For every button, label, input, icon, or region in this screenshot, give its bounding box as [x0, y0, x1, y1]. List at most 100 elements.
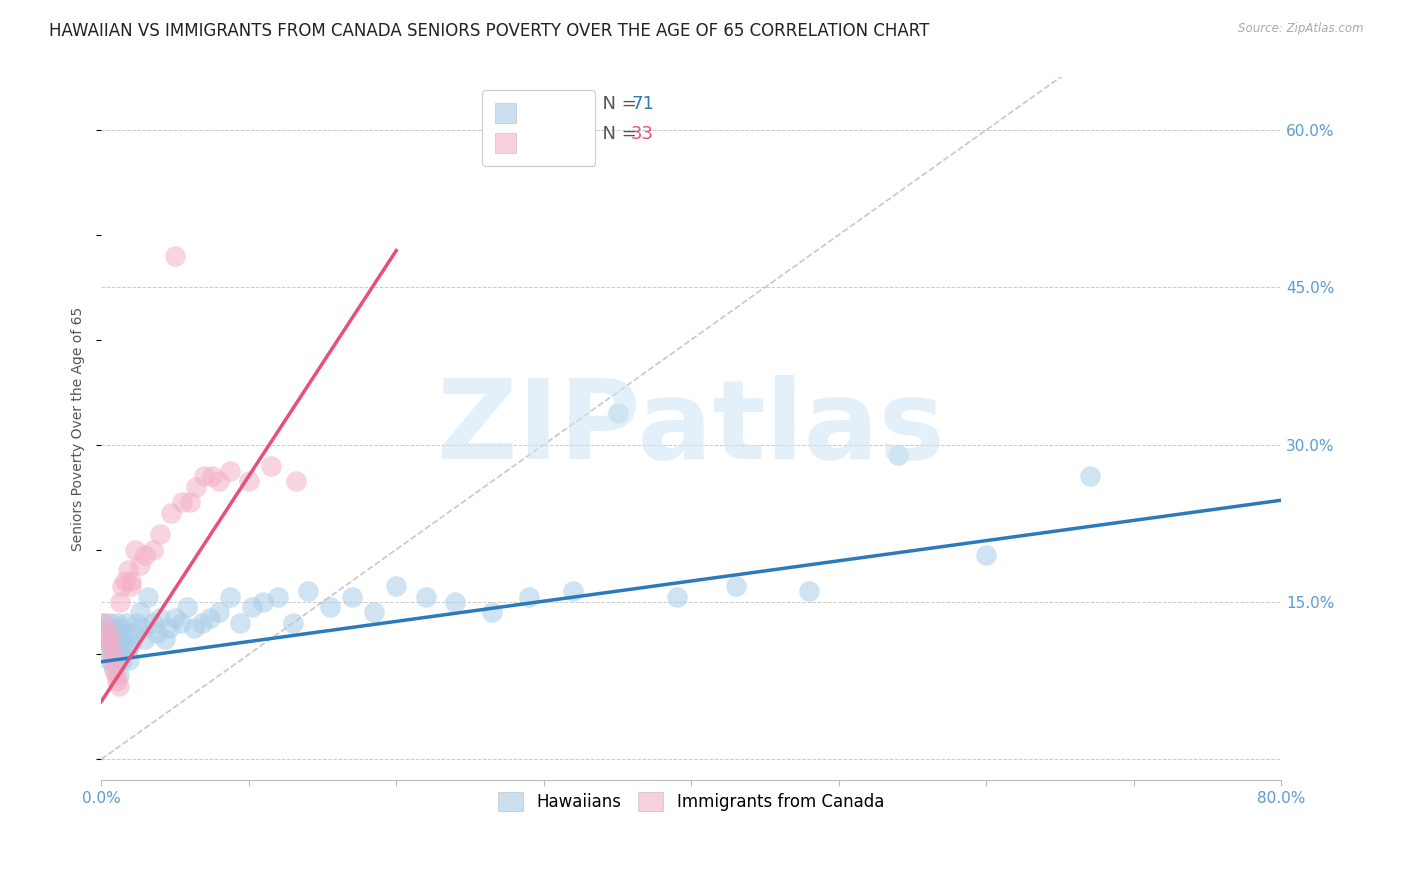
- Point: [157, 621, 180, 635]
- Point: [284, 475, 307, 489]
- Point: [97, 626, 120, 640]
- Point: [107, 615, 129, 630]
- Point: [117, 642, 139, 657]
- Point: [128, 558, 150, 573]
- Text: N =: N =: [591, 95, 643, 113]
- Point: [100, 632, 122, 646]
- Point: [172, 495, 194, 509]
- Point: [606, 406, 628, 420]
- Point: [101, 653, 124, 667]
- Point: [218, 464, 240, 478]
- Point: [138, 590, 160, 604]
- Point: [110, 595, 132, 609]
- Point: [111, 653, 134, 667]
- Text: R =: R =: [509, 95, 547, 113]
- Point: [208, 475, 231, 489]
- Point: [115, 615, 138, 630]
- Point: [107, 653, 129, 667]
- Point: [163, 610, 186, 624]
- Point: [176, 600, 198, 615]
- Point: [125, 615, 148, 630]
- Point: [134, 632, 156, 646]
- Point: [517, 590, 540, 604]
- Text: 0.353: 0.353: [538, 95, 591, 113]
- Point: [218, 590, 240, 604]
- Point: [114, 632, 136, 646]
- Point: [340, 590, 363, 604]
- Point: [200, 610, 222, 624]
- Point: [110, 648, 132, 662]
- Point: [159, 506, 181, 520]
- Point: [193, 469, 215, 483]
- Point: [112, 626, 135, 640]
- Y-axis label: Seniors Poverty Over the Age of 65: Seniors Poverty Over the Age of 65: [72, 307, 86, 551]
- Point: [98, 615, 121, 630]
- Point: [724, 579, 747, 593]
- Point: [799, 584, 821, 599]
- Text: R =: R =: [509, 125, 547, 144]
- Point: [238, 475, 260, 489]
- Point: [98, 637, 121, 651]
- Point: [120, 579, 142, 593]
- Point: [108, 668, 131, 682]
- Point: [107, 673, 129, 688]
- Point: [110, 621, 132, 635]
- Point: [122, 626, 145, 640]
- Point: [229, 615, 252, 630]
- Point: [103, 626, 125, 640]
- Point: [117, 564, 139, 578]
- Point: [260, 458, 283, 473]
- Point: [415, 590, 437, 604]
- Point: [240, 600, 263, 615]
- Point: [100, 648, 122, 662]
- Point: [281, 615, 304, 630]
- Text: 33: 33: [631, 125, 654, 144]
- Point: [111, 579, 134, 593]
- Point: [297, 584, 319, 599]
- Point: [118, 653, 141, 667]
- Point: [190, 615, 212, 630]
- Point: [114, 574, 136, 588]
- Point: [1078, 469, 1101, 483]
- Point: [184, 479, 207, 493]
- Point: [142, 542, 165, 557]
- Point: [252, 595, 274, 609]
- Point: [101, 657, 124, 672]
- Point: [363, 606, 385, 620]
- Point: [976, 548, 998, 562]
- Point: [142, 615, 165, 630]
- Point: [96, 621, 118, 635]
- Point: [101, 621, 124, 635]
- Point: [183, 621, 205, 635]
- Point: [120, 574, 142, 588]
- Point: [124, 542, 146, 557]
- Point: [96, 642, 118, 657]
- Point: [94, 632, 117, 646]
- Point: [319, 600, 342, 615]
- Point: [267, 590, 290, 604]
- Text: 0.673: 0.673: [538, 125, 591, 144]
- Point: [93, 615, 115, 630]
- Text: HAWAIIAN VS IMMIGRANTS FROM CANADA SENIORS POVERTY OVER THE AGE OF 65 CORRELATIO: HAWAIIAN VS IMMIGRANTS FROM CANADA SENIO…: [49, 22, 929, 40]
- Point: [163, 249, 186, 263]
- Point: [134, 548, 156, 562]
- Point: [103, 663, 125, 677]
- Point: [120, 637, 142, 651]
- Point: [149, 610, 172, 624]
- Point: [179, 495, 201, 509]
- Text: ZIPatlas: ZIPatlas: [437, 376, 945, 483]
- Point: [93, 615, 115, 630]
- Point: [103, 642, 125, 657]
- Point: [111, 637, 134, 651]
- Text: 71: 71: [631, 95, 654, 113]
- Point: [108, 632, 131, 646]
- Point: [562, 584, 585, 599]
- Point: [887, 448, 910, 462]
- Point: [128, 606, 150, 620]
- Point: [98, 637, 121, 651]
- Text: N =: N =: [591, 125, 643, 144]
- Point: [96, 632, 118, 646]
- Point: [104, 648, 127, 662]
- Text: Source: ZipAtlas.com: Source: ZipAtlas.com: [1239, 22, 1364, 36]
- Point: [481, 606, 503, 620]
